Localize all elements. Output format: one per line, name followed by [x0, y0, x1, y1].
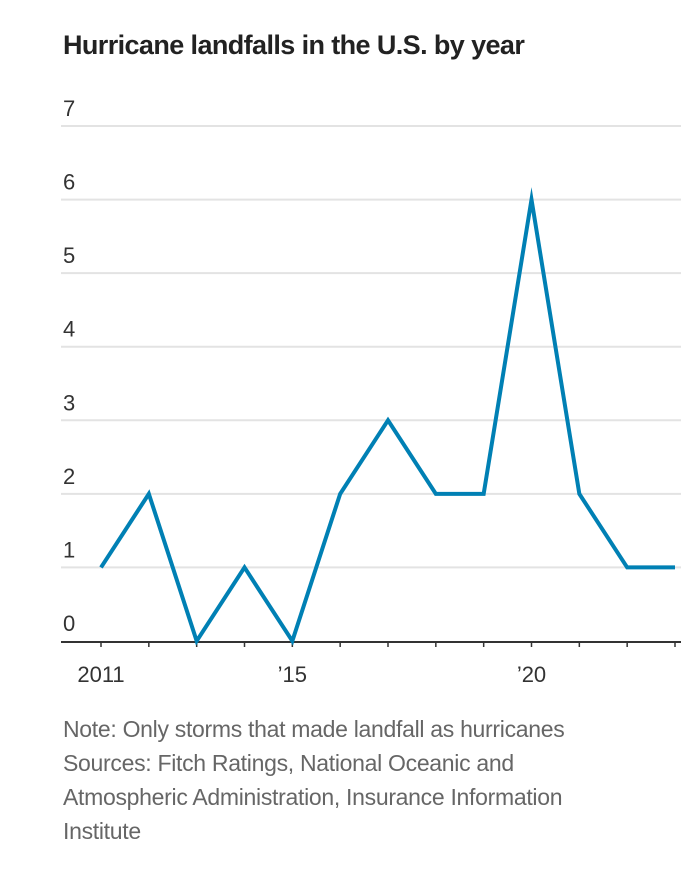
x-tick-label: ’20: [517, 662, 546, 687]
y-tick-label: 2: [63, 464, 75, 489]
y-axis-labels: 0 1 2 3 4 5 6 7: [63, 96, 75, 636]
chart-title: Hurricane landfalls in the U.S. by year: [63, 30, 525, 60]
line-chart: 0 1 2 3 4 5 6 7 2011 ’15 ’20: [61, 96, 681, 687]
y-tick-label: 3: [63, 390, 75, 415]
x-axis-labels: 2011 ’15 ’20: [77, 662, 546, 687]
y-tick-label: 1: [63, 537, 75, 562]
x-axis: [61, 641, 681, 647]
gridlines: [61, 125, 681, 569]
y-tick-label: 7: [63, 96, 75, 121]
y-tick-label: 4: [63, 317, 75, 342]
y-tick-label: 0: [63, 611, 75, 636]
x-tick-label: ’15: [278, 662, 307, 687]
y-tick-label: 6: [63, 170, 75, 195]
y-tick-label: 5: [63, 243, 75, 268]
footnotes: Note: Only storms that made landfall as …: [63, 712, 693, 848]
sources-line: Institute: [63, 818, 141, 844]
x-tick-label: 2011: [77, 662, 124, 687]
sources-line: Atmospheric Administration, Insurance In…: [63, 784, 563, 810]
note-text: Note: Only storms that made landfall as …: [63, 716, 565, 742]
sources-line: Sources: Fitch Ratings, National Oceanic…: [63, 750, 514, 776]
series-group: [99, 187, 676, 646]
